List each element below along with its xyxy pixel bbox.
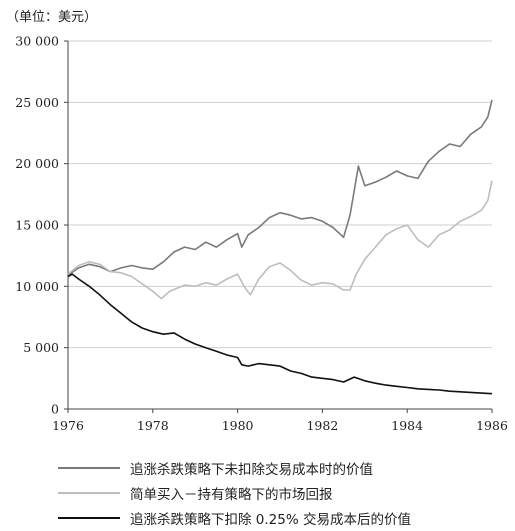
x-tick-label-3: 1982 <box>306 418 338 433</box>
axes <box>64 40 493 413</box>
x-tick-label-1: 1978 <box>137 418 169 433</box>
x-tick-label-5: 1986 <box>476 418 508 433</box>
legend-label-1: 追涨杀跌策略下未扣除交易成本时的价值 <box>130 462 373 478</box>
y-axis-unit-label: （单位：美元） <box>6 10 98 25</box>
x-tick-label-4: 1984 <box>391 418 423 433</box>
y-tick-label-2: 10 000 <box>15 279 59 294</box>
gridlines <box>68 40 492 349</box>
x-tick-label-2: 1980 <box>222 418 254 433</box>
y-tick-label-3: 15 000 <box>15 218 59 233</box>
series-lines <box>67 99 493 395</box>
legend-swatch-1 <box>58 467 120 469</box>
y-tick-label-0: 0 <box>51 402 59 417</box>
y-tick-label-6: 30 000 <box>15 34 59 49</box>
legend-item-2: 简单买入－持有策略下的市场回报 <box>58 483 498 503</box>
series-line-2 <box>67 180 493 300</box>
legend-label-3: 追涨杀跌策略下扣除 0.25% 交易成本后的价值 <box>130 512 411 528</box>
x-tick-label-0: 1976 <box>52 418 84 433</box>
series-line-1 <box>67 99 493 276</box>
legend-label-2: 简单买入－持有策略下的市场回报 <box>130 487 333 503</box>
y-tick-label-5: 25 000 <box>15 95 59 110</box>
legend-item-1: 追涨杀跌策略下未扣除交易成本时的价值 <box>58 458 498 478</box>
y-tick-label-1: 5 000 <box>23 340 59 355</box>
tick-labels: 0 5 000 10 000 15 000 20 000 25 000 30 000 1976… <box>15 34 508 434</box>
y-tick-label-4: 20 000 <box>15 156 59 171</box>
legend-item-3: 追涨杀跌策略下扣除 0.25% 交易成本后的价值 <box>58 508 498 528</box>
series-line-3 <box>67 273 493 395</box>
legend-swatch-3 <box>58 517 120 519</box>
legend-swatch-2 <box>58 492 120 494</box>
